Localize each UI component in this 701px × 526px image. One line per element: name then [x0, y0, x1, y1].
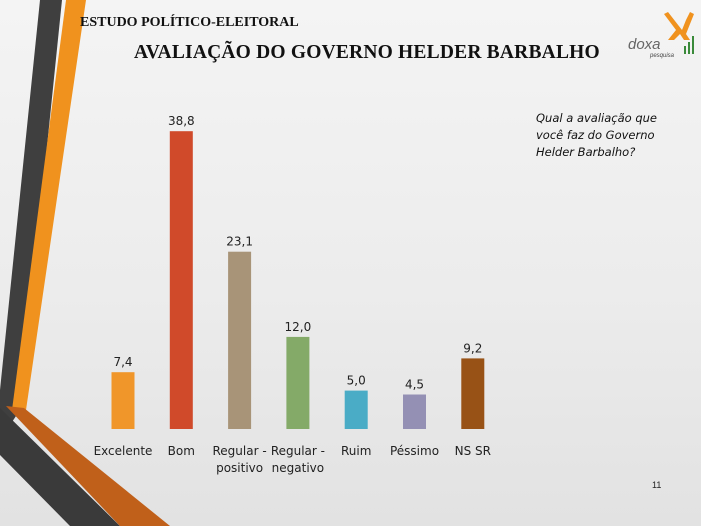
study-label: ESTUDO POLÍTICO-ELEITORAL: [80, 15, 299, 30]
category-label-4: Ruim: [341, 444, 371, 458]
value-label-0: 7,4: [113, 355, 132, 369]
logo-mark-icon: [664, 12, 694, 54]
bars-layer: [111, 131, 485, 429]
bar-5: [403, 394, 426, 429]
stripe-orange-diagonal: [12, 0, 86, 410]
page-title: AVALIAÇÃO DO GOVERNO HELDER BARBALHO: [134, 42, 600, 63]
logo-wordmark: doxa: [628, 36, 661, 53]
category-label-2-line-0: Regular -: [213, 444, 267, 458]
value-label-6: 9,2: [463, 341, 482, 355]
bar-3: [286, 336, 310, 429]
value-label-4: 5,0: [347, 374, 366, 388]
page-number: 11: [652, 480, 662, 490]
bar-2: [228, 251, 252, 429]
stripe-dark-diagonal: [0, 0, 62, 440]
labels-layer: 7,4 Excelente 38,8 Bom 23,1 Regular - positivo…: [94, 114, 491, 475]
stripe-dark-bottom: [0, 408, 120, 526]
bar-1: [169, 131, 193, 429]
bar-0: [111, 372, 135, 429]
category-label-3-line-1: negativo: [272, 461, 324, 475]
bar-4: [344, 390, 368, 429]
bar-6: [461, 358, 485, 429]
stripe-brown-bottom: [6, 406, 170, 526]
category-label-5: Péssimo: [390, 444, 439, 458]
value-label-1: 38,8: [168, 114, 195, 128]
category-label-3-line-0: Regular -: [271, 444, 325, 458]
value-label-3: 12,0: [285, 320, 312, 334]
survey-question: Qual a avaliação que você faz do Governo…: [536, 111, 658, 159]
category-label-6: NS SR: [455, 444, 491, 458]
category-label-2-line-1: positivo: [216, 461, 263, 475]
value-label-5: 4,5: [405, 378, 424, 392]
logo-tagline: pesquisa: [650, 53, 675, 59]
doxa-logo: doxa pesquisa: [624, 10, 696, 66]
value-label-2: 23,1: [226, 235, 253, 249]
category-label-0: Excelente: [94, 444, 153, 458]
category-label-1: Bom: [168, 444, 195, 458]
